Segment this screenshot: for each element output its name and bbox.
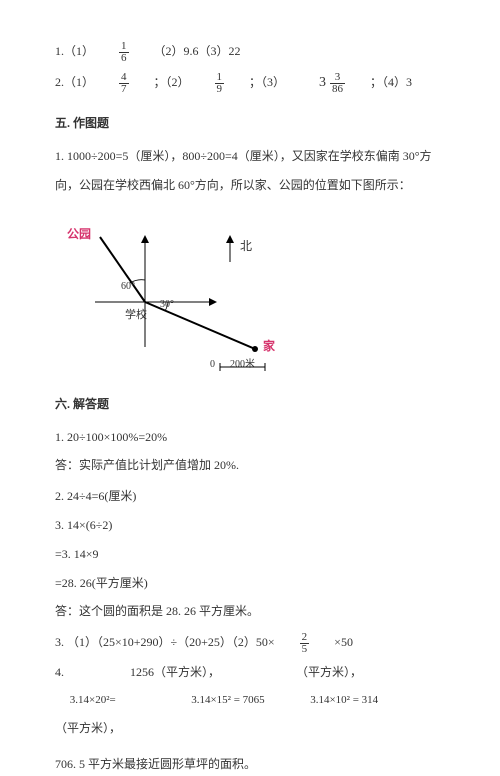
q6-4-row2: 3.14×20²= 3.14×15² = 7065 3.14×10² = 314: [55, 690, 445, 711]
q5-text: 1. 1000÷200=5（厘米），800÷200=4（厘米），又因家在学校东偏…: [55, 145, 445, 168]
q5-text: 向，公园在学校西偏北 60°方向，所以家、公园的位置如下图所示：: [55, 174, 445, 197]
mixed-fraction: 3 3 86: [319, 70, 348, 97]
text: 2.（1）: [55, 75, 94, 89]
q6-3c: =28. 26(平方厘米): [55, 572, 445, 595]
direction-diagram: 公园 北 60° 30° 学校 家 0 200米: [65, 207, 305, 377]
text: ；（4）3: [370, 75, 412, 89]
fraction: 1 6: [119, 41, 129, 64]
school-label: 学校: [125, 305, 147, 326]
home-label: 家: [263, 335, 275, 358]
answer-line-2: 2.（1） 4 7 ；（2） 1 9 ；（3） 3 3 86 ；（4）3: [55, 70, 445, 97]
q6-1a: 1. 20÷100×100%=20%: [55, 426, 445, 449]
text: 3. （1）（25×10+290）÷（20+25）（2）50×: [55, 635, 275, 649]
q6-1b: 答：实际产值比计划产值增加 20%.: [55, 454, 445, 477]
q6-5: 706. 5 平方米最接近圆形草坪的面积。: [55, 753, 445, 776]
section-6-header: 六. 解答题: [55, 393, 445, 416]
fraction: 1 9: [215, 72, 225, 95]
q6-3d: 答：这个圆的面积是 28. 26 平方厘米。: [55, 600, 445, 623]
q6-3-2: 3. （1）（25×10+290）÷（20+25）（2）50× 2 5 ×50: [55, 631, 445, 655]
scale-200: 200米: [230, 355, 255, 374]
q6-4-row3: （平方米），: [55, 717, 445, 740]
section-5-header: 五. 作图题: [55, 112, 445, 135]
text: 1256（平方米），: [130, 665, 220, 679]
text: 3.14×15² = 7065: [191, 694, 264, 706]
text: ；（3）: [249, 75, 285, 89]
fraction: 2 5: [300, 632, 310, 655]
text: 1.（1）: [55, 44, 94, 58]
answer-line-1: 1.（1） 1 6 （2）9.6（3）22: [55, 40, 445, 64]
text: ；（2）: [154, 75, 190, 89]
text: （2）9.6（3）22: [154, 44, 241, 58]
q6-2: 2. 24÷4=6(厘米): [55, 485, 445, 508]
text: 3.14×20²=: [70, 694, 116, 706]
q6-4-row1: 4. 1256（平方米）， （平方米），: [55, 661, 445, 684]
q6-3a: 3. 14×(6÷2): [55, 514, 445, 537]
q6-3b: =3. 14×9: [55, 543, 445, 566]
text: 3.14×10² = 314: [310, 694, 378, 706]
text: ×50: [334, 635, 353, 649]
angle-60: 60°: [121, 277, 135, 296]
angle-30: 30°: [160, 295, 174, 314]
text: （平方米），: [296, 665, 362, 679]
scale-0: 0: [210, 355, 215, 374]
north-label: 北: [240, 235, 252, 258]
fraction: 4 7: [119, 72, 129, 95]
text: 4.: [55, 665, 64, 679]
park-label: 公园: [67, 223, 91, 246]
